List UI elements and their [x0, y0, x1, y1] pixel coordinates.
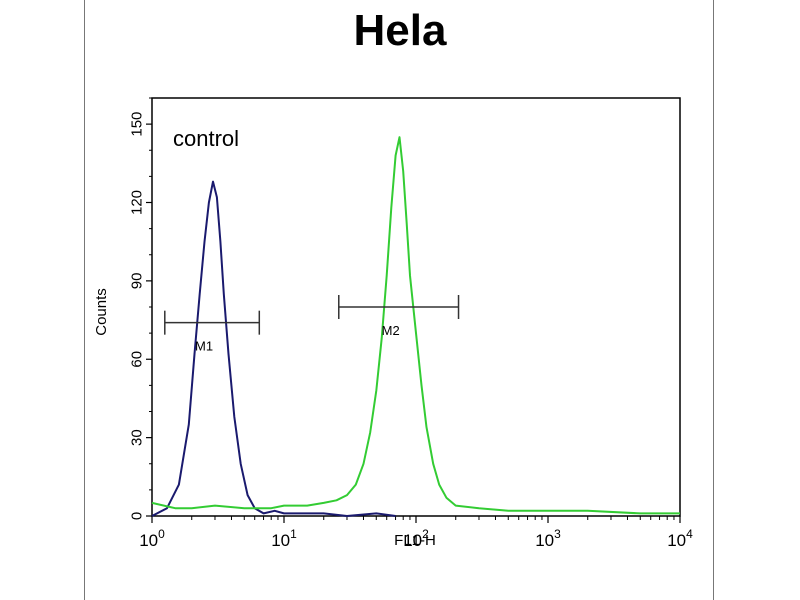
x-tick-label: 101: [271, 527, 297, 550]
y-tick-label: 120: [128, 190, 145, 215]
control-annotation: control: [173, 126, 239, 151]
y-tick-label: 0: [128, 512, 145, 520]
y-tick-label: 150: [128, 112, 145, 137]
y-tick-label: 60: [128, 351, 145, 368]
series-line-1: [151, 180, 396, 517]
y-tick-label: 90: [128, 273, 145, 290]
figure-frame: [84, 0, 714, 600]
chart-title: Hela: [353, 6, 447, 55]
x-tick-label: 102: [403, 527, 429, 550]
gate-label: M1: [195, 339, 213, 354]
x-tick-label: 100: [139, 527, 165, 550]
x-axis-label: FL1-H: [394, 532, 436, 549]
gate-label: M2: [382, 323, 400, 338]
y-axis-label: Counts: [93, 288, 110, 336]
x-tick-label: 103: [535, 527, 561, 550]
y-tick-label: 30: [128, 429, 145, 446]
x-tick-label: 104: [667, 527, 693, 550]
series-line-2: [151, 136, 680, 515]
